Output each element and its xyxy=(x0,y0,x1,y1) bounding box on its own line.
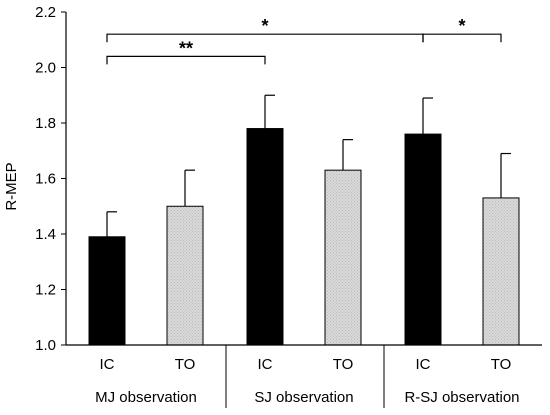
bar-ic-3 xyxy=(404,133,442,346)
category-label-ic: IC xyxy=(258,356,273,373)
significance-brackets: *** * xyxy=(106,16,502,65)
bar-ic-1 xyxy=(88,236,126,346)
group-label: SJ observation xyxy=(254,389,353,406)
group-label: MJ observation xyxy=(95,389,197,406)
bar-to-3 xyxy=(482,197,520,346)
bar-to-1 xyxy=(166,205,204,346)
category-label-to: TO xyxy=(491,356,512,373)
category-label-to: TO xyxy=(175,356,196,373)
category-labels: IC TO IC TO IC TO xyxy=(100,356,512,373)
category-label-ic: IC xyxy=(100,356,115,373)
category-label-to: TO xyxy=(333,356,354,373)
y-tick-label: 1.2 xyxy=(35,282,56,299)
y-tick-label: 1.0 xyxy=(35,337,56,354)
category-label-ic: IC xyxy=(416,356,431,373)
significance-bracket xyxy=(422,33,502,43)
bar-to-2 xyxy=(324,169,362,346)
y-tick-label: 1.8 xyxy=(35,115,56,132)
significance-label: * xyxy=(458,16,465,36)
y-tick-label: 1.4 xyxy=(35,226,56,243)
y-tick-label: 2.0 xyxy=(35,60,56,77)
bar-ic-2 xyxy=(246,128,284,346)
y-tick-label: 2.2 xyxy=(35,4,56,21)
y-axis-label: R-MEP xyxy=(3,162,20,210)
significance-bracket xyxy=(106,55,266,65)
y-axis-ticks: 1.0 1.2 1.4 1.6 1.8 2.0 2.2 xyxy=(35,4,66,354)
significance-label: * xyxy=(261,16,268,36)
error-bars xyxy=(106,94,511,237)
axes xyxy=(65,12,542,346)
bars xyxy=(88,128,520,346)
group-labels: MJ observation SJ observation R-SJ observa… xyxy=(95,345,520,408)
significance-label: ** xyxy=(179,38,193,58)
group-label: R-SJ observation xyxy=(404,389,519,406)
y-tick-label: 1.6 xyxy=(35,171,56,188)
